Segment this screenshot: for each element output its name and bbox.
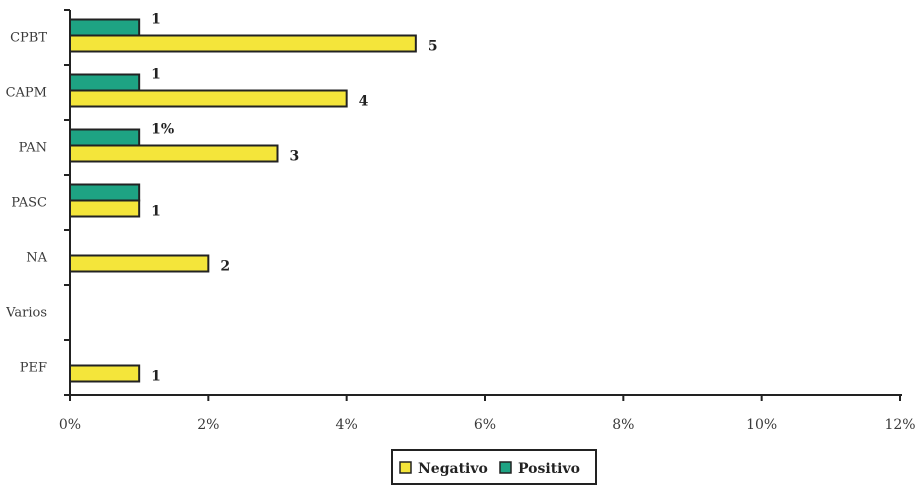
category-label-varios: Varios — [5, 306, 47, 321]
axes-layer: 0% 2% 4% 6% 8% 10% 12% — [59, 9, 916, 433]
category-label-na: NA — [26, 251, 47, 266]
bar-negativo-cpbt — [69, 34, 417, 53]
bar-negativo-pan — [69, 144, 279, 163]
data-label-positivo-pan: 1% — [151, 122, 174, 138]
category-label-pasc: PASC — [11, 196, 47, 211]
bar-positivo-pan — [69, 128, 141, 147]
legend-label-positivo: Positivo — [518, 461, 580, 477]
category-label-pan: PAN — [19, 141, 47, 156]
data-label-negativo-pasc: 1 — [151, 204, 161, 220]
category-label-capm: CAPM — [6, 86, 47, 101]
legend-swatch-positivo — [499, 461, 512, 474]
category-label-pef: PEF — [20, 361, 47, 376]
bar-negativo-capm — [69, 89, 348, 108]
x-tick-label: 6% — [474, 417, 496, 433]
legend-label-negativo: Negativo — [418, 461, 488, 477]
x-tick-label: 10% — [746, 417, 777, 433]
legend-box — [391, 449, 597, 485]
bar-positivo-pasc — [69, 183, 141, 202]
bar-negativo-pef — [69, 364, 141, 383]
category-label-cpbt: CPBT — [10, 31, 47, 46]
x-tick-label: 2% — [197, 417, 219, 433]
data-label-positivo-capm: 1 — [151, 67, 161, 83]
data-label-negativo-na: 2 — [220, 259, 230, 275]
labels-layer: 1 5 CPBT 1 4 CAPM 1% 3 PAN 1 PASC 2 NA Varios 1 PEF — [5, 12, 437, 385]
x-tick-label: 0% — [59, 417, 81, 433]
x-tick-label: 12% — [884, 417, 915, 433]
bar-positivo-capm — [69, 73, 141, 92]
bar-positivo-cpbt — [69, 18, 141, 37]
x-tick-label: 8% — [612, 417, 634, 433]
bar-negativo-na — [69, 254, 210, 273]
legend: Negativo Positivo — [391, 449, 597, 485]
data-label-positivo-cpbt: 1 — [151, 12, 161, 28]
x-tick-label: 4% — [336, 417, 358, 433]
bar-negativo-pasc — [69, 199, 141, 218]
bars-layer — [69, 18, 417, 383]
data-label-negativo-pef: 1 — [151, 369, 161, 385]
data-label-negativo-cpbt: 5 — [428, 39, 438, 55]
data-label-negativo-pan: 3 — [290, 149, 300, 165]
data-label-negativo-capm: 4 — [359, 94, 369, 110]
legend-swatch-negativo — [399, 461, 412, 474]
